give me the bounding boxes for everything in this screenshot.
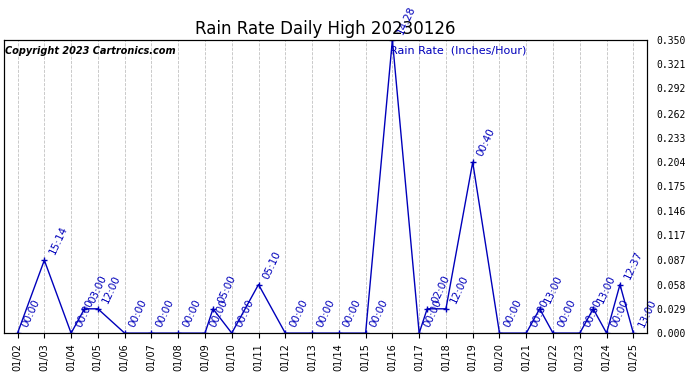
Text: 00:00: 00:00 [315, 298, 337, 329]
Text: 13:00: 13:00 [636, 298, 658, 329]
Text: 00:00: 00:00 [582, 298, 604, 329]
Text: 12:37: 12:37 [623, 249, 644, 280]
Text: 00:00: 00:00 [342, 298, 363, 329]
Text: 00:00: 00:00 [235, 298, 256, 329]
Text: 00:00: 00:00 [609, 298, 631, 329]
Text: 12:00: 12:00 [101, 273, 122, 304]
Text: 00:00: 00:00 [128, 298, 149, 329]
Text: 13:00: 13:00 [542, 273, 564, 304]
Text: 00:00: 00:00 [20, 298, 42, 329]
Text: 05:10: 05:10 [262, 249, 283, 280]
Text: 13:00: 13:00 [596, 273, 618, 304]
Text: 02:00: 02:00 [430, 273, 452, 304]
Text: 14:28: 14:28 [395, 4, 417, 36]
Text: 00:00: 00:00 [422, 298, 444, 329]
Text: 12:00: 12:00 [448, 273, 471, 304]
Text: 00:00: 00:00 [208, 298, 229, 329]
Text: 00:00: 00:00 [502, 298, 524, 329]
Text: 03:00: 03:00 [87, 273, 109, 304]
Text: 00:00: 00:00 [288, 298, 310, 329]
Text: 00:00: 00:00 [181, 298, 203, 329]
Text: 00:00: 00:00 [154, 298, 176, 329]
Text: 00:00: 00:00 [74, 298, 95, 329]
Title: Rain Rate Daily High 20230126: Rain Rate Daily High 20230126 [195, 20, 455, 38]
Text: 00:40: 00:40 [475, 127, 497, 158]
Text: 15:14: 15:14 [47, 225, 69, 256]
Text: 00:00: 00:00 [368, 298, 390, 329]
Text: 00:00: 00:00 [529, 298, 551, 329]
Text: Copyright 2023 Cartronics.com: Copyright 2023 Cartronics.com [6, 46, 176, 56]
Text: Rain Rate  (Inches/Hour): Rain Rate (Inches/Hour) [390, 46, 526, 56]
Text: 05:00: 05:00 [216, 273, 237, 304]
Text: 00:00: 00:00 [556, 298, 578, 329]
